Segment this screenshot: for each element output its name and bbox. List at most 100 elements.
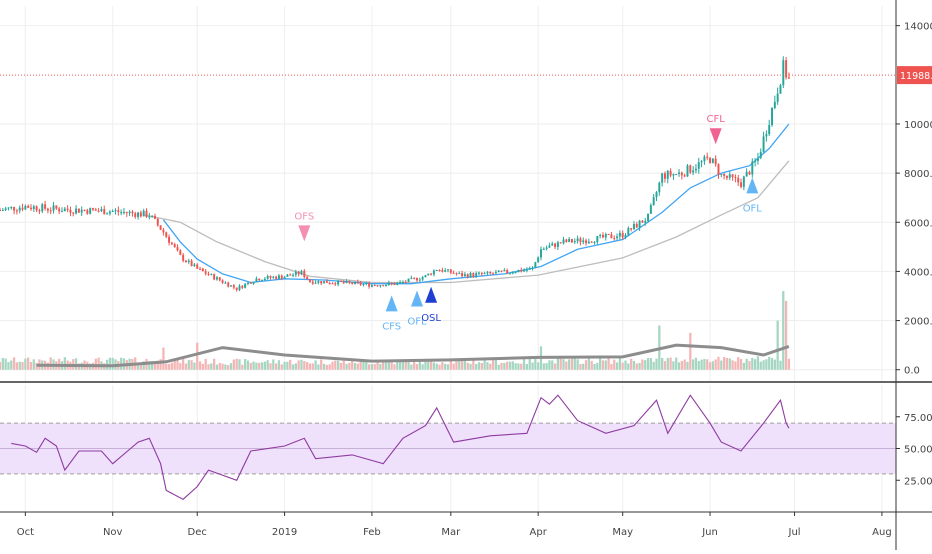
volume-bar <box>615 362 619 370</box>
candle-body <box>720 173 723 175</box>
volume-bar <box>418 359 421 370</box>
candle-body <box>401 281 404 283</box>
candle-body <box>590 241 593 243</box>
candle-body <box>723 173 726 176</box>
candle-body <box>478 272 480 274</box>
candle-body <box>390 282 393 284</box>
candle-body <box>568 238 571 242</box>
candle-body <box>320 281 323 284</box>
candle-body <box>30 207 32 209</box>
volume-bar <box>568 359 571 370</box>
candle-body <box>1 210 4 212</box>
candle-body <box>376 285 379 287</box>
volume-bar <box>331 361 334 370</box>
candle-body <box>139 212 142 217</box>
volume-bar <box>472 360 475 370</box>
signal-arrow-up <box>385 295 398 312</box>
candle-body <box>111 210 114 212</box>
candle-body <box>523 270 526 272</box>
volume-bar <box>565 361 568 370</box>
candle-body <box>241 285 244 288</box>
candle-body <box>734 176 737 179</box>
candle-body <box>551 243 554 246</box>
volume-bar <box>215 364 219 370</box>
candle-body <box>742 176 745 187</box>
price-tick-label: 2000.0 <box>904 317 932 328</box>
volume-bar <box>207 364 210 370</box>
volume-bar <box>184 363 188 370</box>
price-line-tag-label: 11988.0 <box>900 71 932 82</box>
signal-arrow-up <box>425 286 438 303</box>
volume-bar <box>63 357 66 370</box>
candle-body <box>184 260 187 262</box>
volume-bar <box>661 357 664 370</box>
volume-bar <box>587 358 591 370</box>
candle-body <box>106 213 109 215</box>
volume-bar <box>703 359 706 370</box>
candle-body <box>100 209 103 212</box>
volume-bar <box>49 357 52 370</box>
candle-body <box>190 260 193 267</box>
volume-bar <box>286 361 289 370</box>
candle-body <box>280 275 283 279</box>
volume-bar <box>232 359 235 370</box>
candle-body <box>165 232 168 237</box>
candle-body <box>199 268 202 270</box>
candle-body <box>779 85 782 94</box>
volume-bar <box>415 364 419 370</box>
candle-body <box>469 273 472 278</box>
volume-bar <box>317 364 320 370</box>
candle-body <box>382 285 385 287</box>
volume-bar <box>638 362 641 370</box>
candle-body <box>599 234 602 237</box>
candle-body <box>410 277 413 279</box>
candle-body <box>120 212 123 214</box>
volume-bar <box>213 358 216 370</box>
volume-bar <box>455 359 458 370</box>
candle-body <box>10 206 13 208</box>
volume-bar <box>759 361 762 370</box>
volume-bar <box>334 360 337 370</box>
candle-body <box>463 274 466 277</box>
candle-body <box>655 192 658 198</box>
volume-bar <box>742 362 745 370</box>
volume-bar <box>15 362 19 370</box>
candle-body <box>782 60 785 86</box>
volume-bar <box>449 360 452 370</box>
candle-body <box>97 210 100 212</box>
candle-body <box>311 281 314 284</box>
candle-body <box>379 285 382 287</box>
volume-bar <box>390 361 393 370</box>
candle-body <box>7 207 10 209</box>
volume-bar <box>345 363 348 370</box>
candle-body <box>373 285 376 287</box>
volume-bar <box>173 360 176 370</box>
candle-body <box>52 205 55 211</box>
candle-body <box>159 225 162 230</box>
candle-body <box>328 282 331 284</box>
time-tick-label: Mar <box>441 527 461 538</box>
volume-bar <box>508 361 512 370</box>
price-line-tag <box>897 66 932 85</box>
candle-body <box>582 240 585 243</box>
volume-bar <box>274 363 278 370</box>
candle-body <box>785 60 788 78</box>
volume-bar <box>466 362 469 370</box>
volume-bar <box>376 361 379 370</box>
time-tick-label: Jun <box>701 527 718 538</box>
volume-bar <box>770 357 774 370</box>
volume-bar <box>238 359 241 370</box>
candle-body <box>618 232 621 237</box>
time-tick-label: Dec <box>188 527 207 538</box>
volume-bar <box>534 359 537 370</box>
candle-body <box>179 250 182 255</box>
candle-body <box>444 270 447 272</box>
candle-body <box>72 212 75 214</box>
volume-bar <box>506 361 509 370</box>
candle-body <box>24 205 27 210</box>
candle-body <box>131 211 134 214</box>
moving-average-layer <box>0 74 896 285</box>
candle-body <box>663 173 666 179</box>
